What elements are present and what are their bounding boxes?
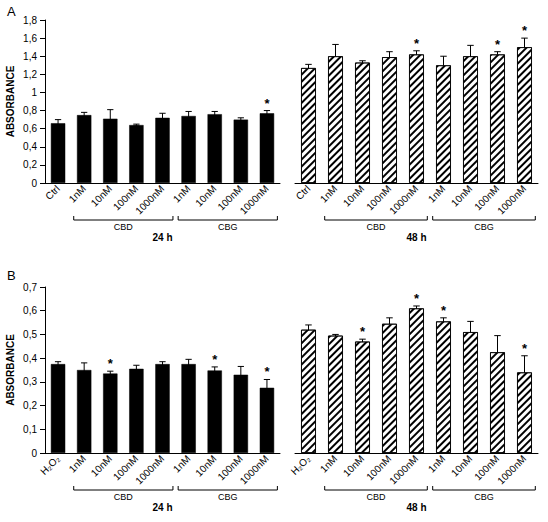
svg-text:1000nM: 1000nM bbox=[387, 453, 420, 486]
svg-text:10nM: 10nM bbox=[88, 453, 115, 479]
svg-text:1000nM: 1000nM bbox=[495, 183, 528, 216]
svg-text:*: * bbox=[108, 356, 114, 371]
svg-text:*: * bbox=[264, 364, 270, 379]
svg-text:1000nM: 1000nM bbox=[387, 183, 420, 216]
svg-text:*: * bbox=[441, 303, 447, 318]
svg-text:CBD: CBD bbox=[366, 492, 386, 502]
svg-text:CBD: CBD bbox=[114, 222, 134, 232]
svg-text:100nM: 100nM bbox=[215, 453, 245, 483]
svg-text:0,7: 0,7 bbox=[23, 282, 37, 293]
svg-text:10nM: 10nM bbox=[449, 453, 474, 478]
svg-text:1000nM: 1000nM bbox=[133, 453, 166, 486]
svg-text:*: * bbox=[522, 23, 528, 38]
svg-text:A: A bbox=[7, 4, 16, 19]
svg-text:10nM: 10nM bbox=[341, 453, 366, 478]
svg-text:10nM: 10nM bbox=[449, 183, 474, 208]
svg-text:100nM: 100nM bbox=[215, 183, 245, 213]
svg-text:0,3: 0,3 bbox=[23, 376, 37, 387]
svg-text:100nM: 100nM bbox=[364, 453, 394, 483]
svg-text:*: * bbox=[414, 36, 420, 51]
svg-text:1nM: 1nM bbox=[426, 453, 448, 475]
svg-text:*: * bbox=[212, 352, 218, 367]
svg-text:48 h: 48 h bbox=[406, 502, 426, 513]
svg-text:1nM: 1nM bbox=[318, 183, 340, 205]
svg-text:ABSORBANCE: ABSORBANCE bbox=[5, 65, 16, 137]
svg-text:*: * bbox=[495, 37, 501, 52]
svg-text:1nM: 1nM bbox=[67, 453, 89, 475]
svg-text:CBG: CBG bbox=[218, 222, 238, 232]
svg-text:0,8: 0,8 bbox=[23, 105, 37, 116]
svg-text:0: 0 bbox=[31, 178, 37, 189]
svg-text:1,8: 1,8 bbox=[23, 15, 37, 26]
svg-text:ABSORBANCE: ABSORBANCE bbox=[5, 334, 16, 406]
svg-text:1000nM: 1000nM bbox=[238, 453, 271, 486]
svg-text:0,1: 0,1 bbox=[23, 424, 37, 435]
svg-text:1000nM: 1000nM bbox=[238, 183, 271, 216]
svg-text:0,4: 0,4 bbox=[23, 353, 37, 364]
svg-text:0,5: 0,5 bbox=[23, 329, 37, 340]
svg-text:1,2: 1,2 bbox=[23, 69, 37, 80]
svg-text:Ctrl: Ctrl bbox=[294, 183, 313, 202]
svg-text:0,4: 0,4 bbox=[23, 141, 37, 152]
svg-text:10nM: 10nM bbox=[193, 183, 219, 209]
svg-text:1nM: 1nM bbox=[318, 453, 340, 475]
svg-text:1nM: 1nM bbox=[171, 453, 193, 475]
svg-text:1,6: 1,6 bbox=[23, 33, 37, 44]
svg-text:10nM: 10nM bbox=[193, 453, 219, 479]
svg-text:CBG: CBG bbox=[474, 492, 494, 502]
svg-text:100nM: 100nM bbox=[110, 183, 141, 213]
svg-text:*: * bbox=[360, 324, 366, 339]
svg-text:100nM: 100nM bbox=[364, 183, 394, 213]
svg-text:24 h: 24 h bbox=[152, 502, 172, 513]
svg-text:1nM: 1nM bbox=[426, 183, 448, 205]
svg-text:1nM: 1nM bbox=[171, 183, 193, 205]
svg-text:B: B bbox=[7, 268, 16, 283]
svg-text:1,4: 1,4 bbox=[23, 51, 37, 62]
svg-text:0: 0 bbox=[31, 448, 37, 459]
svg-text:0,2: 0,2 bbox=[23, 400, 37, 411]
svg-text:CBD: CBD bbox=[114, 492, 134, 502]
svg-text:10nM: 10nM bbox=[88, 183, 115, 209]
svg-text:H₂O₂: H₂O₂ bbox=[38, 453, 62, 477]
svg-text:1: 1 bbox=[31, 87, 37, 98]
svg-text:CBD: CBD bbox=[366, 222, 386, 232]
svg-text:48 h: 48 h bbox=[406, 232, 426, 243]
svg-text:0,6: 0,6 bbox=[23, 305, 37, 316]
svg-text:1000nM: 1000nM bbox=[495, 453, 528, 486]
svg-text:1nM: 1nM bbox=[67, 183, 89, 205]
svg-text:H₂O₂: H₂O₂ bbox=[289, 453, 313, 477]
svg-text:0,6: 0,6 bbox=[23, 123, 37, 134]
svg-text:*: * bbox=[264, 96, 270, 111]
svg-text:CBG: CBG bbox=[218, 492, 238, 502]
svg-text:100nM: 100nM bbox=[472, 453, 502, 483]
svg-text:100nM: 100nM bbox=[472, 183, 502, 213]
svg-text:100nM: 100nM bbox=[110, 453, 141, 483]
svg-text:Ctrl: Ctrl bbox=[43, 183, 62, 202]
svg-text:*: * bbox=[414, 291, 420, 306]
svg-text:0,2: 0,2 bbox=[23, 159, 37, 170]
svg-text:24 h: 24 h bbox=[152, 232, 172, 243]
svg-text:CBG: CBG bbox=[474, 222, 494, 232]
svg-text:10nM: 10nM bbox=[341, 183, 366, 208]
svg-text:*: * bbox=[522, 341, 528, 356]
svg-text:1000nM: 1000nM bbox=[133, 183, 166, 216]
